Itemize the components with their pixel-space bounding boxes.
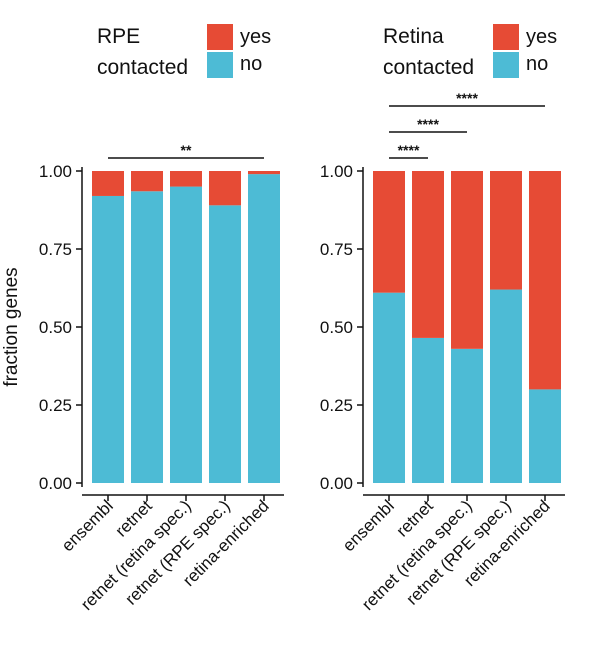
bar-yes <box>131 171 163 192</box>
significance-label: ** <box>181 142 192 158</box>
y-tick-label: 0.25 <box>39 396 72 415</box>
y-tick-label: 0.00 <box>39 474 72 493</box>
bar-yes <box>451 171 483 349</box>
x-tick-label: ensembl <box>58 496 117 555</box>
bar-no <box>131 191 163 483</box>
legend-label-yes: yes <box>526 26 557 48</box>
bar-no <box>92 195 124 483</box>
bar-yes <box>490 171 522 290</box>
chart-panel-1: RPE contacted yes no 0.00 0.25 0.50 0.75 1.00 ens… <box>1 24 284 614</box>
bar-no <box>451 348 483 483</box>
legend-label-no: no <box>526 53 548 75</box>
bar-yes <box>373 171 405 293</box>
y-tick-label: 1.00 <box>39 162 72 181</box>
bar-yes <box>529 171 561 390</box>
y-tick-label: 0.00 <box>320 474 353 493</box>
bar-no <box>412 337 444 483</box>
legend-swatch-no <box>207 52 233 78</box>
significance-label: **** <box>456 90 478 106</box>
legend-title-line: contacted <box>97 56 188 79</box>
bar-no <box>529 389 561 483</box>
legend-title-line: contacted <box>383 56 474 79</box>
significance-label: **** <box>417 116 439 132</box>
y-tick-label: 0.75 <box>39 240 72 259</box>
y-axis-title: fraction genes <box>1 267 22 386</box>
legend-label-no: no <box>240 53 262 75</box>
y-tick-label: 1.00 <box>320 162 353 181</box>
y-tick-label: 0.75 <box>320 240 353 259</box>
legend-label-yes: yes <box>240 26 271 48</box>
bar-yes <box>412 171 444 338</box>
legend-swatch-yes <box>207 24 233 50</box>
y-tick-label: 0.50 <box>320 318 353 337</box>
significance-label: **** <box>398 142 420 158</box>
bar-yes <box>248 171 280 175</box>
y-tick-label: 0.50 <box>39 318 72 337</box>
legend-swatch-no <box>493 52 519 78</box>
bar-no <box>248 174 280 483</box>
chart-panel-2: Retina contacted yes no 0.00 0.25 0.50 0.75 1.00… <box>320 24 565 614</box>
y-tick-label: 0.25 <box>320 396 353 415</box>
bar-no <box>373 292 405 483</box>
x-tick-label: ensembl <box>339 496 398 555</box>
bar-yes <box>92 171 124 196</box>
legend-title-line: Retina <box>383 25 444 48</box>
bar-no <box>170 186 202 483</box>
bar-yes <box>170 171 202 187</box>
legend-swatch-yes <box>493 24 519 50</box>
bar-no <box>490 289 522 483</box>
bar-yes <box>209 171 241 206</box>
legend-title-line: RPE <box>97 25 140 48</box>
bar-no <box>209 205 241 483</box>
